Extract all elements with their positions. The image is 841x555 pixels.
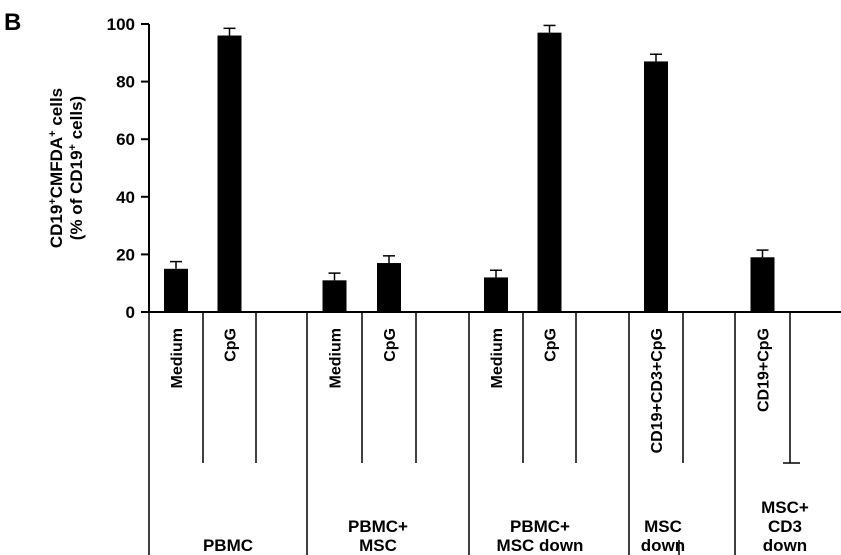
group-label: down (641, 536, 685, 555)
y-axis-title: CD19+CMFDA+ cells (% of CD19+ cells) (47, 88, 86, 248)
group-label: CD3 (768, 517, 802, 536)
y-tick-label: 60 (116, 130, 135, 149)
y-tick-label: 100 (107, 15, 135, 34)
y-tick-label: 20 (116, 245, 135, 264)
category-label: Medium (169, 328, 186, 388)
category-label: CD19+CpG (756, 328, 773, 412)
bar (484, 277, 508, 312)
bar (377, 263, 401, 312)
category-label: Medium (328, 328, 345, 388)
y-tick-label: 40 (116, 188, 135, 207)
group-label: PBMC (203, 536, 253, 555)
bar (217, 35, 242, 313)
category-label: CpG (382, 328, 399, 362)
category-label: CD19+CD3+CpG (649, 328, 666, 453)
group-label: MSC+ (761, 498, 809, 517)
bar (164, 268, 188, 312)
bars (164, 24, 775, 313)
group-label: PBMC+ (348, 517, 408, 536)
bar (644, 61, 668, 312)
bar (322, 280, 347, 312)
bar (750, 257, 775, 312)
bar (537, 32, 562, 312)
group-label: down (763, 536, 807, 555)
group-label: MSC (359, 536, 397, 555)
category-label: Medium (489, 328, 506, 388)
category-label: CpG (543, 328, 560, 362)
category-label: CpG (223, 328, 240, 362)
group-label: MSC down (497, 536, 584, 555)
y-axis-title-line2: (% of CD19+ cells) (67, 96, 86, 240)
y-tick-label: 80 (116, 73, 135, 92)
y-tick-label: 0 (126, 303, 135, 322)
y-ticks: 0 20 40 60 80 100 (107, 15, 149, 322)
group-label: PBMC+ (510, 517, 570, 536)
group-label: MSC (644, 517, 682, 536)
y-axis-title-line1: CD19+CMFDA+ cells (47, 88, 66, 248)
axes (148, 24, 841, 313)
panel-label: B (4, 9, 21, 36)
